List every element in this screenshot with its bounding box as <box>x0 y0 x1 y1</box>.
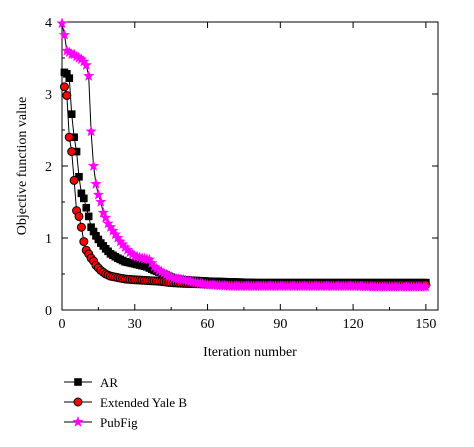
data-point-pubfig <box>90 178 102 189</box>
data-point-ar <box>84 212 93 221</box>
plot-frame <box>61 21 439 311</box>
legend-label: Extended Yale B <box>100 395 187 410</box>
series-pubfig <box>56 17 432 292</box>
legend-item-ar: AR <box>64 375 118 390</box>
data-point-extended-yale-b <box>62 90 72 100</box>
series-group <box>56 17 432 292</box>
data-point-ar <box>82 203 91 212</box>
x-tick-label: 0 <box>59 317 66 332</box>
x-tick-label: 90 <box>273 317 287 332</box>
data-point-pubfig <box>85 125 97 137</box>
legend-label: PubFig <box>100 415 138 430</box>
x-tick-label: 120 <box>343 317 364 332</box>
data-point-pubfig <box>92 188 105 200</box>
y-axis-title: Objective function value <box>15 97 30 235</box>
data-point-extended-yale-b <box>67 147 77 157</box>
data-point-pubfig <box>58 29 71 40</box>
y-tick-label: 3 <box>45 88 52 103</box>
legend-label: AR <box>100 375 118 390</box>
data-point-pubfig <box>95 196 107 207</box>
y-tick-label: 2 <box>45 160 52 175</box>
legend-marker-circle <box>73 397 83 407</box>
data-point-extended-yale-b <box>76 222 86 232</box>
legend-marker-star <box>72 416 84 427</box>
data-point-extended-yale-b <box>69 175 79 185</box>
series-ar <box>60 68 430 287</box>
y-tick-label: 4 <box>45 16 52 31</box>
data-point-pubfig <box>83 70 95 81</box>
series-line-ar <box>64 71 426 284</box>
plot-area <box>61 21 439 311</box>
legend-item-extended-yale-b: Extended Yale B <box>64 395 187 410</box>
data-point-ar <box>65 74 74 82</box>
y-tick-label: 1 <box>45 232 52 247</box>
x-tick-label: 30 <box>128 317 142 332</box>
data-point-extended-yale-b <box>59 82 69 92</box>
data-point-pubfig <box>80 59 92 70</box>
legend: AR Extended Yale B PubFig <box>64 375 187 430</box>
x-axis-title: Iteration number <box>203 345 297 360</box>
series-line-pubfig <box>61 23 426 288</box>
data-point-ar <box>80 194 88 203</box>
axes: 0 30 60 90 120 150 0 1 2 3 4 Iteration number Object… <box>15 16 438 360</box>
legend-marker-square <box>74 378 82 386</box>
data-point-pubfig <box>87 160 100 171</box>
x-tick-label: 150 <box>415 317 436 332</box>
x-tick-label: 60 <box>201 317 215 332</box>
data-point-extended-yale-b <box>74 211 84 221</box>
data-point-ar <box>67 110 76 118</box>
data-point-extended-yale-b <box>79 237 89 247</box>
data-point-pubfig <box>420 281 432 292</box>
legend-item-pubfig: PubFig <box>64 415 138 430</box>
data-point-pubfig <box>56 17 68 29</box>
data-point-pubfig <box>100 211 112 223</box>
y-tick-label: 0 <box>45 304 52 319</box>
data-point-extended-yale-b <box>64 132 74 142</box>
data-point-pubfig <box>97 206 109 218</box>
